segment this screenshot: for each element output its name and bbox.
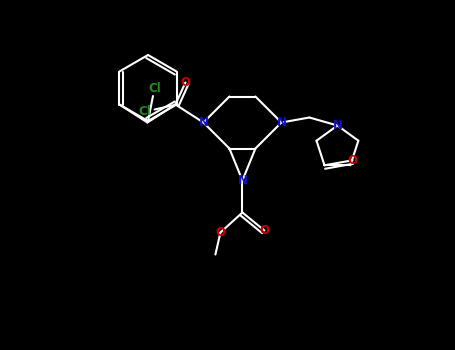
Text: O: O xyxy=(259,224,269,237)
Text: N: N xyxy=(277,116,286,129)
Text: Cl: Cl xyxy=(138,105,151,118)
Text: O: O xyxy=(215,226,225,239)
Text: N: N xyxy=(198,116,208,129)
Text: O: O xyxy=(181,76,191,89)
Text: N: N xyxy=(333,119,343,132)
Text: Cl: Cl xyxy=(149,82,162,95)
Text: O: O xyxy=(348,154,358,167)
Text: N: N xyxy=(238,174,248,187)
